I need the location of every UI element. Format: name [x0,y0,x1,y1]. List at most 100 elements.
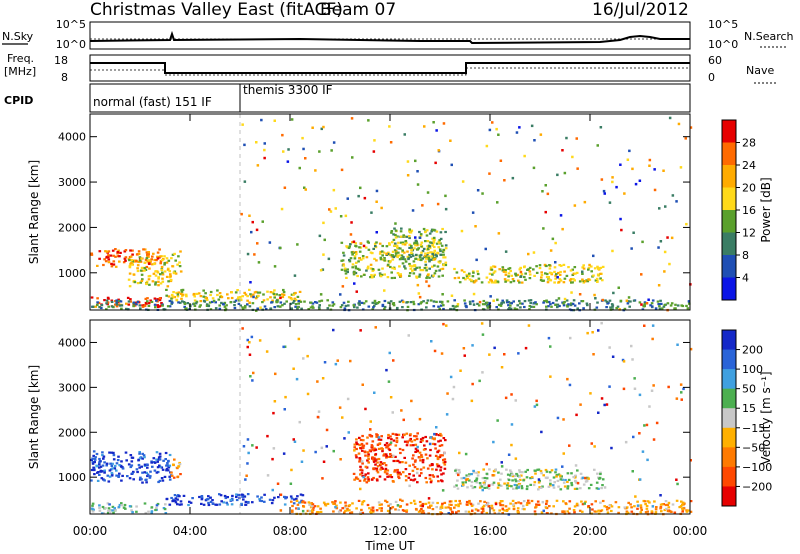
power-cell [136,282,140,285]
vel-cell [138,452,141,455]
vel-cell [141,481,144,484]
vel-cell [311,509,314,512]
vel-cell [385,500,389,504]
power-cell [432,258,435,261]
power-cell [648,164,651,167]
vel-cell [273,400,277,403]
power-cell [263,305,267,308]
power-cell [233,300,236,303]
vel-cell [363,450,367,453]
vel-cell [689,459,692,462]
power-cell [147,302,151,305]
power-cell [168,299,172,303]
power-cell [435,242,439,245]
vel-cell [680,398,683,401]
cpid-mode-1: normal (fast) 151 IF [93,95,212,109]
vel-cell [475,477,479,480]
power-cell [132,305,135,308]
vel-cell [572,509,576,512]
vel-cell [90,468,94,472]
power-cell [427,246,430,250]
power-cell [450,163,453,167]
vel-cell [178,503,182,506]
vel-cell [507,478,511,482]
power-cell [364,300,368,303]
vel-cell [405,444,409,447]
power-cell [348,258,351,262]
power-cell [528,277,532,280]
vel-cell [384,469,387,472]
power-cell [144,301,148,305]
power-cell [353,257,357,260]
power-cell [680,304,683,307]
power-cell [435,253,438,257]
power-cell [144,297,148,300]
power-cell [660,302,663,305]
vel-cell [152,457,156,460]
power-cell [223,301,227,304]
power-cell [311,302,315,305]
vel-cell [173,494,177,497]
vel-cell [364,473,367,476]
vel-cell [361,449,364,452]
vel-cell [510,423,514,426]
vel-cell [590,442,593,445]
power-cell [434,269,438,272]
vel-cell [441,502,444,505]
vel-cell [492,481,496,484]
vel-cell [630,344,633,348]
power-cell [408,262,411,266]
vel-cell [679,383,683,386]
vel-cell [366,503,370,507]
power-cell [406,174,410,177]
power-cell [581,272,584,275]
power-cell [424,231,427,234]
vel-cell [279,509,283,512]
power-cell [351,266,354,269]
vel-cell [537,488,540,491]
vel-cell [632,435,635,439]
power-cell [484,247,487,251]
vel-cell [164,451,168,455]
power-cell [648,158,652,162]
vel-cell [532,483,536,487]
vel-cell [166,462,169,465]
vel-cell [681,503,684,506]
power-cell [590,265,593,268]
vel-cell [548,505,551,508]
power-cell [119,251,122,254]
power-cell [408,230,411,233]
power-cell [529,299,533,302]
power-cell [129,255,133,258]
vel-cell [371,448,374,451]
vel-cell [376,471,380,474]
vel-cell [643,424,646,427]
vel-cell [437,480,440,483]
vel-cell [429,448,432,452]
vel-cell [509,474,512,477]
power-cell [381,267,384,270]
vel-cell [372,457,375,460]
vel-cell [512,504,516,507]
power-cell [124,256,128,259]
vel-cell [555,474,559,477]
vel-cell [509,502,512,505]
vel-cell [566,487,569,490]
power-cell [432,254,435,257]
vel-cell [579,487,582,490]
vel-cell [404,461,408,464]
power-cell [207,304,210,308]
power-cell [572,278,575,281]
vel-cell [423,444,426,447]
vel-cell [145,463,149,466]
vel-cell [600,487,603,490]
vel-cell [409,437,412,441]
vel-cell [180,503,183,506]
power-cell [410,248,414,251]
vel-cell [590,503,594,506]
power-cell [571,155,574,159]
power-cell [294,303,298,306]
vel-cell [359,511,362,514]
vel-cell [138,451,141,454]
power-cell [611,304,615,307]
